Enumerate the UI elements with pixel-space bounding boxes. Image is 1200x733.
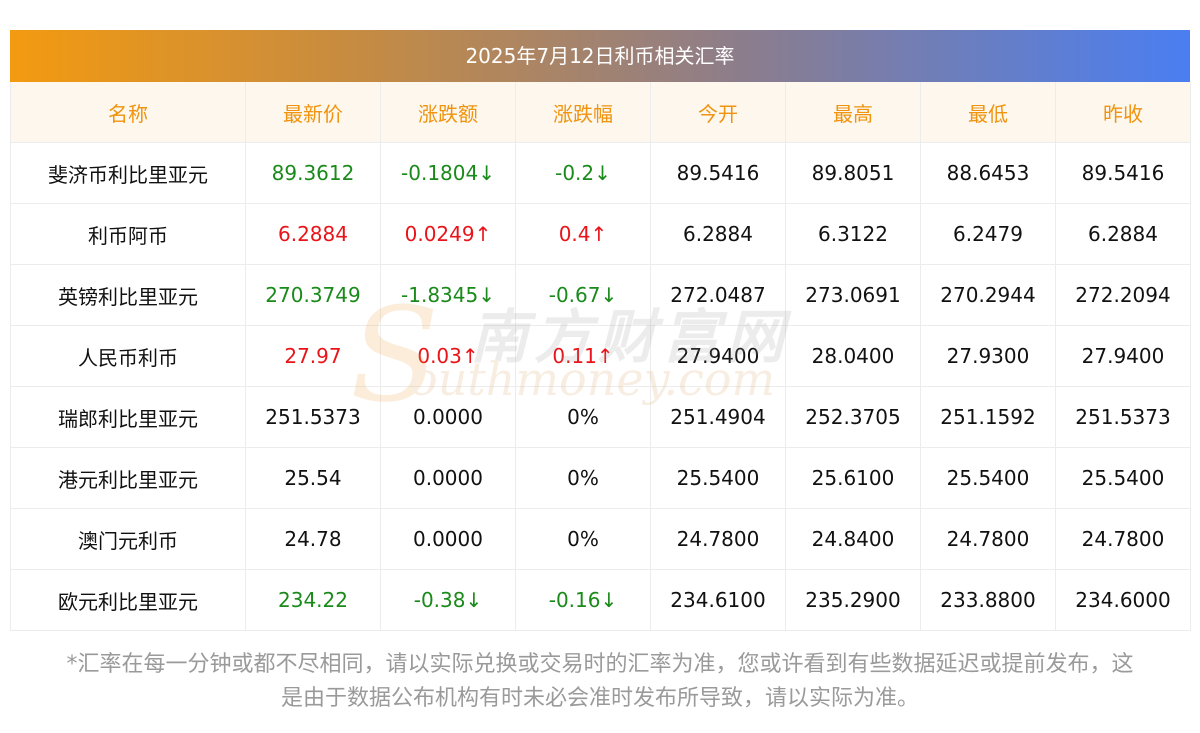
table-row: 欧元利比里亚元 234.22 -0.38↓ -0.16↓ 234.6100 235.290…: [10, 569, 1191, 631]
cell-prev-close: 25.5400: [1055, 447, 1191, 509]
cell-prev-close: 234.6000: [1055, 569, 1191, 631]
header-low: 最低: [920, 82, 1056, 143]
cell-change-pct: -0.2↓: [515, 142, 651, 204]
cell-high: 252.3705: [785, 386, 921, 448]
cell-low: 24.7800: [920, 508, 1056, 570]
cell-open: 234.6100: [650, 569, 786, 631]
cell-high: 28.0400: [785, 325, 921, 387]
cell-low: 251.1592: [920, 386, 1056, 448]
table-row: 人民币利币 27.97 0.03↑ 0.11↑ 27.9400 28.0400 27.930…: [10, 325, 1191, 387]
table-row: 澳门元利币 24.78 0.0000 0% 24.7800 24.8400 24.7800 2…: [10, 508, 1191, 570]
cell-name: 港元利比里亚元: [10, 447, 246, 509]
cell-open: 272.0487: [650, 264, 786, 326]
cell-change: 0.0249↑: [380, 203, 516, 265]
cell-low: 270.2944: [920, 264, 1056, 326]
header-name: 名称: [10, 82, 246, 143]
cell-change: 0.0000: [380, 386, 516, 448]
cell-name: 人民币利币: [10, 325, 246, 387]
table-row: 英镑利比里亚元 270.3749 -1.8345↓ -0.67↓ 272.0487 273…: [10, 264, 1191, 326]
cell-latest: 251.5373: [245, 386, 381, 448]
cell-low: 6.2479: [920, 203, 1056, 265]
cell-change: -0.38↓: [380, 569, 516, 631]
cell-low: 88.6453: [920, 142, 1056, 204]
cell-change-pct: 0.4↑: [515, 203, 651, 265]
header-high: 最高: [785, 82, 921, 143]
table-row: 斐济币利比里亚元 89.3612 -0.1804↓ -0.2↓ 89.5416 89.80…: [10, 142, 1191, 204]
cell-change: -1.8345↓: [380, 264, 516, 326]
header-change: 涨跌额: [380, 82, 516, 143]
footnote: *汇率在每一分钟或都不尽相同，请以实际兑换或交易时的汇率为准，您或许看到有些数据…: [10, 648, 1190, 716]
cell-name: 英镑利比里亚元: [10, 264, 246, 326]
table-row: 利币阿币 6.2884 0.0249↑ 0.4↑ 6.2884 6.3122 6.2479 6…: [10, 203, 1191, 265]
header-change-pct: 涨跌幅: [515, 82, 651, 143]
cell-latest: 25.54: [245, 447, 381, 509]
cell-change-pct: -0.16↓: [515, 569, 651, 631]
cell-latest: 6.2884: [245, 203, 381, 265]
table-row: 瑞郎利比里亚元 251.5373 0.0000 0% 251.4904 252.3705 2…: [10, 386, 1191, 448]
footnote-line-1: *汇率在每一分钟或都不尽相同，请以实际兑换或交易时的汇率为准，您或许看到有些数据…: [66, 652, 1134, 677]
cell-prev-close: 6.2884: [1055, 203, 1191, 265]
cell-prev-close: 272.2094: [1055, 264, 1191, 326]
cell-prev-close: 251.5373: [1055, 386, 1191, 448]
table-header-row: 名称 最新价 涨跌额 涨跌幅 今开 最高 最低 昨收: [10, 82, 1191, 143]
cell-prev-close: 27.9400: [1055, 325, 1191, 387]
header-latest: 最新价: [245, 82, 381, 143]
cell-change: 0.0000: [380, 508, 516, 570]
table-title: 2025年7月12日利币相关汇率: [10, 30, 1190, 82]
cell-latest: 89.3612: [245, 142, 381, 204]
cell-change-pct: 0%: [515, 386, 651, 448]
cell-prev-close: 89.5416: [1055, 142, 1191, 204]
cell-open: 25.5400: [650, 447, 786, 509]
cell-latest: 270.3749: [245, 264, 381, 326]
cell-high: 89.8051: [785, 142, 921, 204]
cell-name: 斐济币利比里亚元: [10, 142, 246, 204]
cell-change: -0.1804↓: [380, 142, 516, 204]
cell-change-pct: 0.11↑: [515, 325, 651, 387]
cell-name: 澳门元利币: [10, 508, 246, 570]
cell-low: 233.8800: [920, 569, 1056, 631]
cell-high: 6.3122: [785, 203, 921, 265]
cell-high: 273.0691: [785, 264, 921, 326]
cell-latest: 27.97: [245, 325, 381, 387]
cell-open: 89.5416: [650, 142, 786, 204]
cell-change-pct: -0.67↓: [515, 264, 651, 326]
cell-change: 0.03↑: [380, 325, 516, 387]
cell-change-pct: 0%: [515, 447, 651, 509]
header-open: 今开: [650, 82, 786, 143]
header-prev-close: 昨收: [1055, 82, 1191, 143]
cell-low: 27.9300: [920, 325, 1056, 387]
cell-name: 利币阿币: [10, 203, 246, 265]
cell-latest: 234.22: [245, 569, 381, 631]
cell-open: 6.2884: [650, 203, 786, 265]
exchange-rate-table: 名称 最新价 涨跌额 涨跌幅 今开 最高 最低 昨收 斐济币利比里亚元 89.36…: [10, 82, 1191, 631]
cell-prev-close: 24.7800: [1055, 508, 1191, 570]
cell-name: 瑞郎利比里亚元: [10, 386, 246, 448]
footnote-line-2: 是由于数据公布机构有时未必会准时发布所导致，请以实际为准。: [280, 686, 919, 711]
rate-table-panel: 2025年7月12日利币相关汇率 名称 最新价 涨跌额 涨跌幅 今开 最高 最低…: [10, 30, 1191, 631]
cell-high: 235.2900: [785, 569, 921, 631]
cell-change: 0.0000: [380, 447, 516, 509]
cell-name: 欧元利比里亚元: [10, 569, 246, 631]
cell-change-pct: 0%: [515, 508, 651, 570]
cell-open: 27.9400: [650, 325, 786, 387]
cell-high: 24.8400: [785, 508, 921, 570]
cell-high: 25.6100: [785, 447, 921, 509]
table-row: 港元利比里亚元 25.54 0.0000 0% 25.5400 25.6100 25.540…: [10, 447, 1191, 509]
cell-latest: 24.78: [245, 508, 381, 570]
cell-low: 25.5400: [920, 447, 1056, 509]
cell-open: 251.4904: [650, 386, 786, 448]
cell-open: 24.7800: [650, 508, 786, 570]
